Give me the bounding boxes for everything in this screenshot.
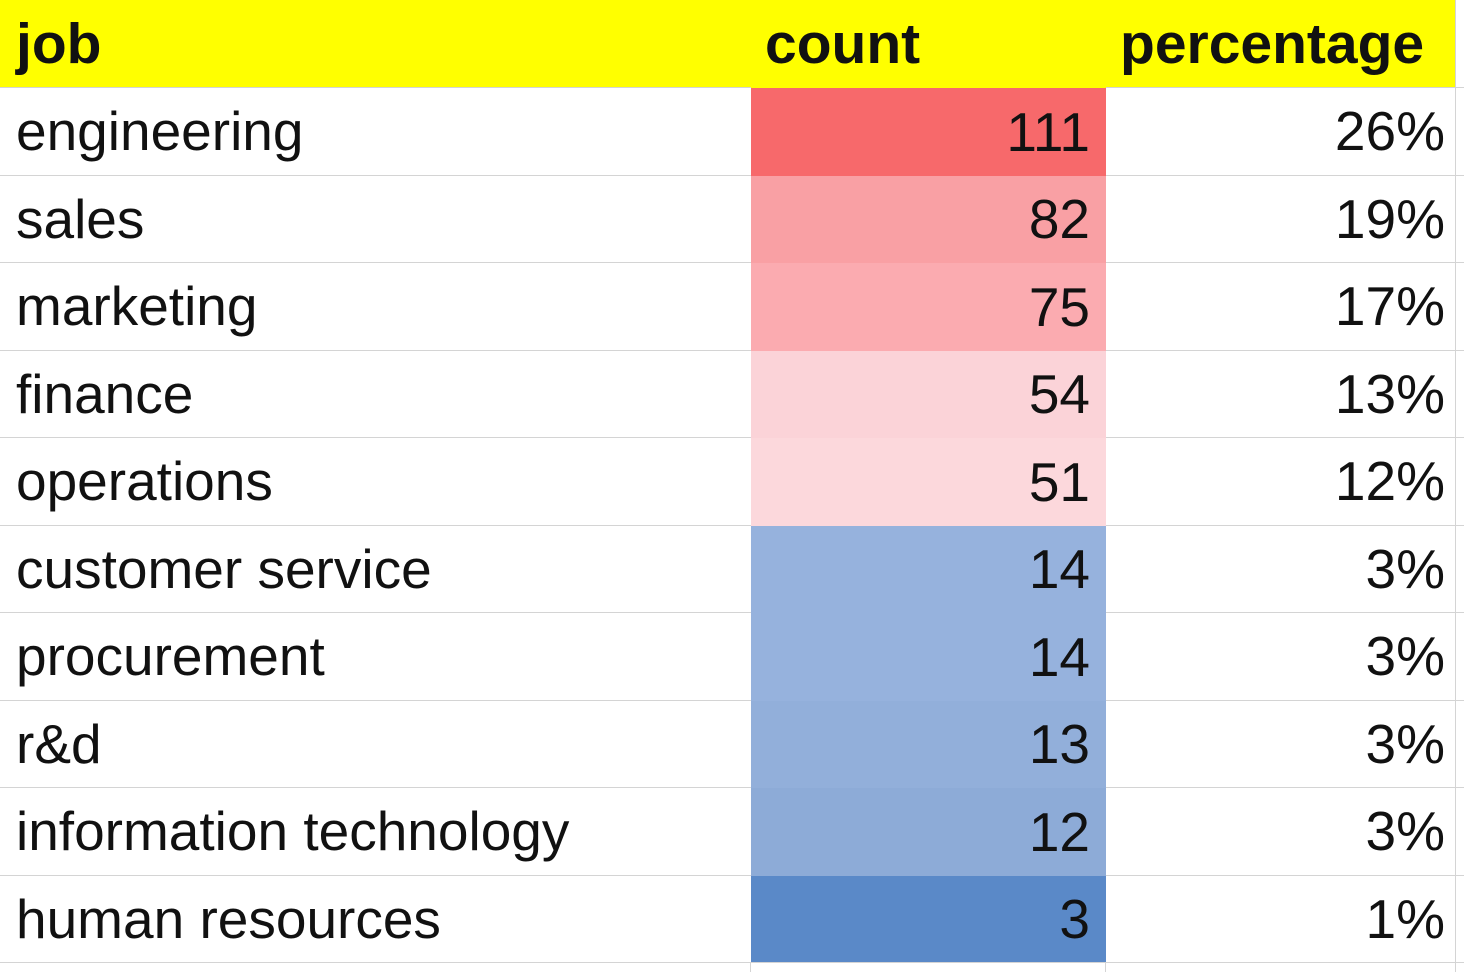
count-cell[interactable]: 14	[751, 525, 1106, 613]
grid-edge	[1455, 875, 1464, 963]
count-cell[interactable]: 75	[751, 263, 1106, 351]
grid-edge	[1455, 700, 1464, 788]
count-cell[interactable]: 82	[751, 175, 1106, 263]
count-cell[interactable]: 14	[751, 613, 1106, 701]
column-header-count[interactable]: count	[751, 0, 1106, 88]
count-cell[interactable]: 13	[751, 700, 1106, 788]
grid-edge	[1455, 525, 1464, 613]
percentage-cell[interactable]: 13%	[1106, 351, 1455, 438]
job-cell[interactable]: procurement	[0, 613, 751, 701]
percentage-cell[interactable]: 12%	[1106, 438, 1455, 526]
empty-cell-sliver	[1106, 963, 1455, 972]
job-cell[interactable]: sales	[0, 176, 751, 263]
empty-cell-sliver	[751, 963, 1106, 972]
percentage-cell[interactable]: 3%	[1106, 788, 1455, 876]
grid-edge	[1455, 788, 1464, 876]
count-cell[interactable]: 54	[751, 350, 1106, 438]
count-cell[interactable]: 12	[751, 788, 1106, 876]
job-cell[interactable]: operations	[0, 438, 751, 526]
column-header-percentage[interactable]: percentage	[1106, 0, 1455, 88]
percentage-cell[interactable]: 1%	[1106, 876, 1455, 963]
percentage-cell[interactable]: 17%	[1106, 263, 1455, 351]
job-cell[interactable]: r&d	[0, 701, 751, 788]
count-cell[interactable]: 3	[751, 875, 1106, 963]
count-cell[interactable]: 51	[751, 438, 1106, 526]
percentage-cell[interactable]: 3%	[1106, 613, 1455, 701]
percentage-cell[interactable]: 19%	[1106, 176, 1455, 263]
job-cell[interactable]: finance	[0, 351, 751, 438]
job-cell[interactable]: customer service	[0, 526, 751, 613]
grid-edge	[1455, 613, 1464, 701]
grid-edge	[1455, 88, 1464, 176]
column-header-job[interactable]: job	[0, 0, 751, 88]
percentage-cell[interactable]: 26%	[1106, 88, 1455, 176]
grid-edge	[1455, 263, 1464, 351]
job-cell[interactable]: engineering	[0, 88, 751, 176]
grid-edge	[1455, 438, 1464, 526]
grid-edge	[1455, 0, 1464, 88]
grid-edge	[1455, 350, 1464, 438]
percentage-cell[interactable]: 3%	[1106, 526, 1455, 613]
job-cell[interactable]: information technology	[0, 788, 751, 876]
job-cell[interactable]: human resources	[0, 876, 751, 963]
job-cell[interactable]: marketing	[0, 263, 751, 351]
grid-edge	[1455, 963, 1464, 972]
grid-edge	[1455, 175, 1464, 263]
percentage-cell[interactable]: 3%	[1106, 701, 1455, 788]
empty-cell-sliver	[0, 963, 751, 972]
count-cell[interactable]: 111	[751, 88, 1106, 176]
